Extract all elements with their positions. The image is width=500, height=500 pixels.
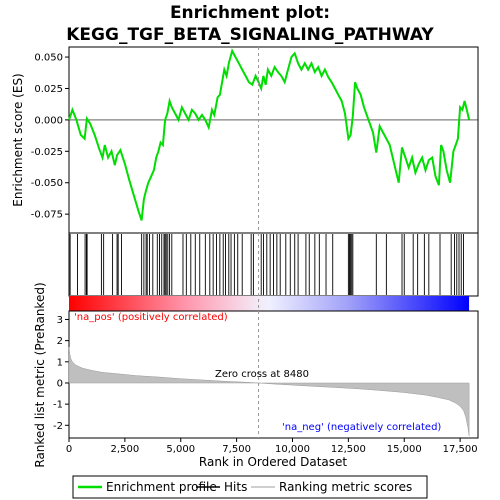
enrichment-profile-line: [68, 48, 471, 221]
legend-box: [72, 475, 428, 499]
es-y-axis: 0.050 0.025 0.000 -0.025 -0.050 -0.075: [31, 53, 69, 221]
ranked-y-tick-label: 0: [57, 378, 63, 389]
chart-title-line2: KEGG_TGF_BETA_SIGNALING_PATHWAY: [66, 25, 434, 45]
x-tick-label: 15,000: [387, 444, 422, 455]
ranked-y-tick-label: -1: [53, 400, 63, 411]
es-y-tick-label: 0.025: [34, 84, 63, 95]
legend-label: Ranking metric scores: [279, 480, 412, 494]
es-panel-frame: [68, 46, 479, 234]
legend: Enrichment profile Hits Ranking metric sco…: [72, 475, 428, 499]
es-y-tick-label: 0.000: [34, 115, 63, 126]
ranked-y-label: Ranked list metric (PreRanked): [33, 282, 47, 467]
zero-cross-label: Zero cross at 8480: [215, 369, 309, 380]
x-axis: 0 2,500 5,000 7,500 10,000 12,500 15,000 17,500: [66, 438, 478, 455]
es-y-label: Enrichment score (ES): [11, 73, 25, 206]
positive-correlation-label: 'na_pos' (positively correlated): [74, 312, 228, 323]
x-tick-label: 5,000: [166, 444, 195, 455]
es-y-tick-label: -0.025: [31, 147, 63, 158]
x-tick-label: 17,500: [443, 444, 478, 455]
es-y-tick-label: -0.050: [31, 178, 63, 189]
x-tick-label: 2,500: [111, 444, 140, 455]
es-y-tick-label: 0.050: [34, 53, 63, 64]
hits-panel: [68, 232, 479, 311]
ranked-y-tick-label: 3: [57, 315, 63, 326]
x-tick-label: 10,000: [275, 444, 310, 455]
hit-lines: [69, 234, 464, 295]
x-tick-label: 7,500: [222, 444, 251, 455]
ranked-y-tick-label: 2: [57, 336, 63, 347]
correlation-color-band: [69, 296, 470, 311]
es-y-tick-label: -0.075: [31, 210, 63, 221]
es-panel: 0.050 0.025 0.000 -0.025 -0.050 -0.075 Enrich…: [11, 46, 479, 234]
x-tick-label: 12,500: [331, 444, 366, 455]
ranked-metric-panel: 3 2 1 0 -1 -2 'na_pos' (positively correlated…: [33, 47, 479, 468]
legend-label: Enrichment profile: [106, 480, 217, 494]
ranked-y-tick-label: 1: [57, 357, 63, 368]
chart-title-line1: Enrichment plot:: [170, 3, 330, 23]
ranking-metric-area: [68, 346, 470, 436]
x-tick-label: 0: [66, 444, 72, 455]
ranked-y-tick-label: -2: [53, 421, 63, 432]
ranked-y-axis: 3 2 1 0 -1 -2: [53, 315, 69, 432]
x-axis-label: Rank in Ordered Dataset: [199, 455, 347, 469]
negative-correlation-label: 'na_neg' (negatively correlated): [282, 422, 441, 433]
ranked-panel-frame: [68, 310, 479, 439]
legend-label: Hits: [224, 480, 247, 494]
